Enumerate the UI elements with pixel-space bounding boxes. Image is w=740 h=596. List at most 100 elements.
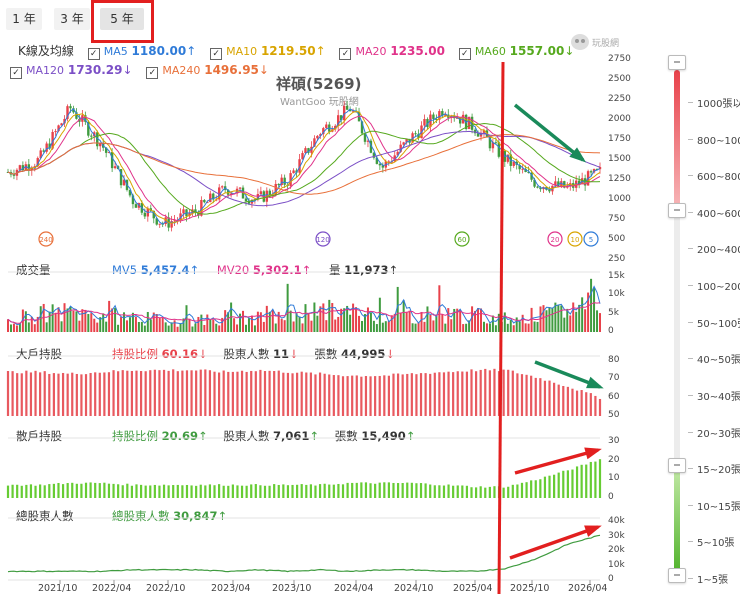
checkbox-icon[interactable]: ✓ xyxy=(339,48,352,60)
handle-grip-icon xyxy=(674,464,680,466)
retail-holder-bar xyxy=(502,487,505,498)
checkbox-icon[interactable]: ✓ xyxy=(458,48,471,60)
candle-body xyxy=(583,178,587,186)
major-holder-bar xyxy=(291,373,294,416)
checkbox-icon[interactable]: ✓ xyxy=(87,48,100,60)
green-arrow-price xyxy=(513,103,585,162)
volume-bar xyxy=(304,304,307,332)
retail-holder-bar xyxy=(112,483,115,498)
slider-handle[interactable] xyxy=(668,55,686,70)
major-holder-bar xyxy=(470,369,473,416)
major-holder-bar xyxy=(167,370,170,416)
candle-body xyxy=(533,179,536,187)
major-holder-bar xyxy=(575,390,579,416)
volume-bar xyxy=(429,314,432,332)
candle-body xyxy=(119,169,123,186)
candle-body xyxy=(461,114,465,124)
slider-label: 600~800張 xyxy=(697,172,740,184)
volume-bar xyxy=(114,307,117,332)
handle-grip-icon xyxy=(674,209,680,211)
major-holder-bar xyxy=(598,398,602,416)
volume-bar xyxy=(218,325,221,332)
retail-holder-bar xyxy=(130,485,134,498)
ma-marker-20 xyxy=(547,231,563,247)
major-holder-bar xyxy=(172,369,175,416)
volume-bar xyxy=(30,316,33,332)
major-holder-bar xyxy=(355,375,358,416)
slider-handle[interactable] xyxy=(668,568,686,583)
candle-body xyxy=(482,130,486,133)
tab-1-year[interactable]: 1 年 xyxy=(6,8,42,30)
retail-holder-bar xyxy=(34,485,37,498)
retail-holder-bar xyxy=(185,484,189,498)
candle-body xyxy=(444,114,447,116)
tab-3-year[interactable]: 3 年 xyxy=(54,8,90,30)
y-tick-label: 2750 xyxy=(608,54,631,64)
slider-track[interactable] xyxy=(674,62,680,578)
checkbox-icon[interactable]: ✓ xyxy=(146,67,159,79)
major-holder-bar xyxy=(227,371,230,416)
major-holder-bar xyxy=(34,370,37,416)
retail-holder-bar xyxy=(557,472,560,498)
major-holder-bar xyxy=(341,376,345,416)
volume-bar xyxy=(378,297,381,332)
volume-bar xyxy=(355,307,358,332)
checkbox-icon[interactable]: ✓ xyxy=(210,48,223,60)
candle-body xyxy=(280,177,283,186)
ma120-toggle[interactable]: ✓ MA120 1730.29↓ xyxy=(10,63,133,79)
major-holder-bar xyxy=(286,372,290,416)
volume-bar xyxy=(268,311,271,332)
candle-body xyxy=(18,165,22,170)
y-tick-label: 0 xyxy=(608,492,614,502)
volume-bar xyxy=(408,310,411,332)
ma10-toggle[interactable]: ✓ MA10 1219.50↑ xyxy=(210,44,326,60)
retail-holder-bar xyxy=(6,485,10,498)
retail-holder-bar xyxy=(66,483,69,498)
major-holder-bar xyxy=(314,374,317,416)
y-tick-label: 1000 xyxy=(608,194,631,204)
volume-bar xyxy=(369,312,372,332)
retail-holder-bar xyxy=(461,485,464,498)
candle-body xyxy=(577,180,581,185)
slider-tick xyxy=(688,541,693,543)
volume-bar xyxy=(146,311,149,332)
candle-body xyxy=(592,169,596,173)
major-holder-bar xyxy=(250,370,253,416)
ma240-toggle[interactable]: ✓ MA240 1496.95↓ xyxy=(146,63,269,79)
retail-holder-bar xyxy=(516,484,519,498)
candle-body xyxy=(69,106,72,109)
ma20-toggle[interactable]: ✓ MA20 1235.00 xyxy=(339,44,445,60)
retail-holder-bar xyxy=(539,479,542,498)
checkbox-icon[interactable]: ✓ xyxy=(10,67,22,79)
major-holder-bar xyxy=(263,371,267,416)
volume-bar xyxy=(393,313,396,332)
retail-holders-legend: 持股比例 20.69↑ 股東人數 7,061↑ 張數 15,490↑ xyxy=(112,429,416,443)
ma5-toggle[interactable]: ✓ MA5 1180.00↑ xyxy=(87,44,196,60)
volume-bar xyxy=(548,307,551,332)
candle-body xyxy=(241,187,245,199)
retail-holder-bar xyxy=(80,483,83,498)
volume-bar xyxy=(128,317,131,332)
tab-5-year[interactable]: 5 年 xyxy=(100,8,144,30)
candle-body xyxy=(155,218,158,225)
ma-marker-label: 240 xyxy=(39,236,52,244)
slider-tick xyxy=(688,211,693,213)
volume-bar xyxy=(271,309,274,332)
volume-bar xyxy=(45,322,48,332)
candle-body xyxy=(569,183,572,186)
slider-handle[interactable] xyxy=(668,203,686,218)
volume-bar xyxy=(244,324,247,332)
slider-handle[interactable] xyxy=(668,458,686,473)
volume-bar xyxy=(411,323,414,332)
major-holder-bar xyxy=(530,375,533,416)
candle-body xyxy=(167,217,170,228)
volume-bar xyxy=(9,324,12,332)
candle-body xyxy=(304,148,307,154)
volume-bar xyxy=(384,321,387,332)
retail-holder-bar xyxy=(25,484,28,498)
major-holder-bar xyxy=(277,370,280,416)
candle-body xyxy=(292,170,295,174)
major-holder-bar xyxy=(511,370,514,416)
candle-body xyxy=(253,199,257,201)
ma60-toggle[interactable]: ✓ MA60 1557.00↓ xyxy=(458,44,574,60)
